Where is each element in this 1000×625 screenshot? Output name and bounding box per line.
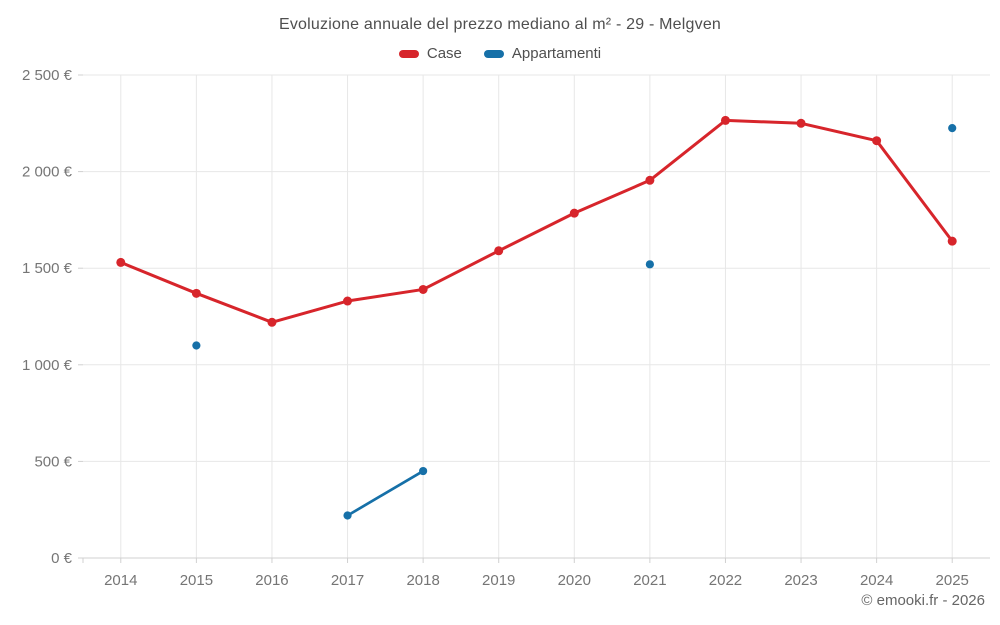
gridlines: [83, 74, 990, 558]
data-point: [343, 296, 353, 306]
series-line: [346, 469, 425, 517]
data-point: [191, 288, 201, 298]
x-axis-label: 2022: [709, 572, 742, 589]
data-point: [343, 511, 352, 520]
x-axis-label: 2019: [482, 572, 515, 589]
x-axis-label: 2018: [406, 572, 439, 589]
case-series-swatch-icon: [398, 49, 419, 58]
x-axis-label: 2016: [255, 572, 288, 589]
data-point: [872, 136, 882, 146]
data-point: [192, 341, 201, 350]
chart-title: Evoluzione annuale del prezzo mediano al…: [278, 16, 722, 33]
series-case: [116, 115, 957, 327]
y-axis-label: 1 500 €: [22, 260, 73, 277]
chart-legend: Case Appartamenti: [0, 45, 1000, 62]
y-axis-label: 0 €: [51, 550, 73, 567]
series-line: [119, 118, 954, 324]
data-point: [267, 317, 277, 327]
x-axis-label: 2017: [331, 572, 364, 589]
data-point: [494, 246, 504, 256]
axes: [78, 74, 990, 563]
data-point: [418, 284, 428, 294]
y-axis-label: 1 000 €: [22, 357, 73, 374]
x-axis-label: 2014: [104, 572, 137, 589]
data-point: [796, 118, 806, 128]
data-point: [948, 124, 957, 133]
legend-item-appartamenti[interactable]: Appartamenti: [483, 45, 602, 62]
y-axis-label: 2 500 €: [22, 67, 73, 84]
x-axis-label: 2025: [936, 572, 969, 589]
axis-labels: 0 € 500 € 1 000 € 1 500 € 2 000 € 2 500 € 2014…: [22, 67, 969, 589]
attribution-text: © emooki.fr - 2026: [861, 592, 985, 609]
series-appartamenti: [192, 124, 957, 520]
x-axis-label: 2021: [633, 572, 666, 589]
data-point: [947, 236, 957, 246]
data-point: [645, 260, 654, 269]
x-axis-label: 2015: [180, 572, 213, 589]
legend-label-appartamenti: Appartamenti: [511, 45, 602, 62]
x-axis-label: 2023: [784, 572, 817, 589]
data-point: [116, 257, 126, 267]
x-axis-label: 2020: [558, 572, 591, 589]
y-axis-label: 500 €: [34, 453, 72, 470]
y-axis-label: 2 000 €: [22, 164, 73, 181]
data-point: [720, 115, 730, 125]
data-point: [419, 466, 428, 476]
data-point: [569, 208, 579, 218]
x-axis-label: 2024: [860, 572, 893, 589]
legend-item-case[interactable]: Case: [398, 45, 462, 62]
legend-label-case: Case: [426, 45, 462, 62]
data-point: [645, 175, 655, 185]
appartamenti-series-swatch-icon: [483, 49, 504, 58]
